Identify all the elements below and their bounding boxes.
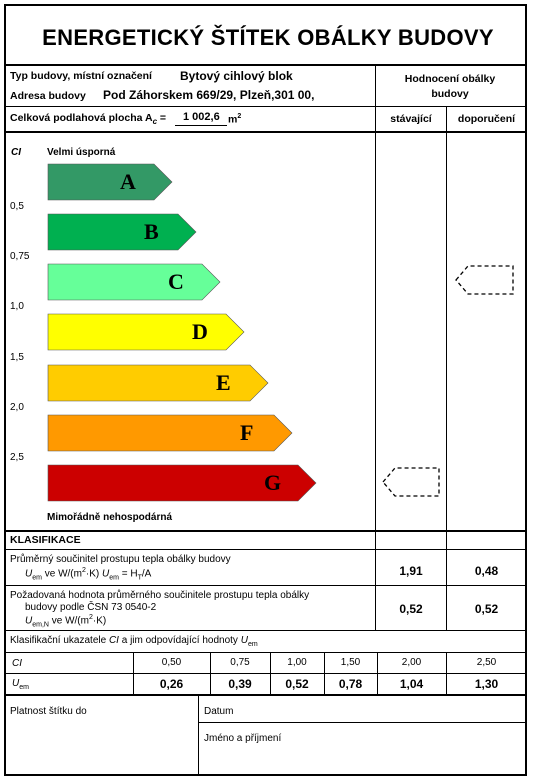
energy-class-letter: B: [144, 219, 159, 244]
energy-class-f-arrow: F: [47, 414, 294, 452]
divider: [5, 630, 527, 631]
building-address-label: Adresa budovy: [10, 90, 86, 102]
ci-tick-label: 1,5: [10, 352, 24, 363]
energy-class-letter: C: [168, 269, 184, 294]
scale-top-label: Velmi úsporná: [47, 147, 116, 158]
uem-value: 0,78: [338, 677, 363, 691]
energy-class-b-arrow: B: [47, 213, 198, 251]
ci-axis-label: CI: [11, 147, 21, 158]
uem-value: 0,52: [285, 677, 309, 691]
divider: [5, 694, 527, 696]
column-divider: [198, 695, 199, 775]
uem-value: 0,39: [228, 677, 252, 691]
energy-class-letter: D: [192, 319, 208, 344]
ci-tick-label: 2,0: [10, 402, 24, 413]
energy-class-letter: F: [240, 420, 254, 445]
ci-tick-label: 0,5: [10, 201, 24, 212]
divider: [5, 549, 527, 550]
ci-value: 1,50: [340, 657, 361, 668]
divider: [5, 64, 527, 66]
scale-bottom-label: Mimořádně nehospodárná: [47, 512, 173, 523]
uem-row-line2: Uem ve W/(m2·K) Uem = HT/A: [25, 567, 152, 582]
page-title: ENERGETICKÝ ŠTÍTEK OBÁLKY BUDOVY: [42, 25, 494, 50]
recommended-class-marker: [455, 264, 515, 301]
column-divider: [375, 65, 376, 630]
uemn-row-line3: Uem,N ve W/(m2·K): [25, 614, 107, 629]
uemn-row-line1: Požadovaná hodnota průměrného součinitel…: [10, 590, 310, 601]
energy-class-d-arrow: D: [47, 313, 246, 351]
floor-area-unit: m2: [228, 113, 242, 126]
area-underline: [175, 125, 227, 126]
divider: [5, 673, 527, 674]
uemn-recommended-value: 0,52: [474, 602, 499, 616]
uemn-current-value: 0,52: [399, 602, 423, 616]
col-current-header: stávající: [390, 113, 432, 125]
building-address-value: Pod Záhorskem 669/29, Plzeň,301 00,: [103, 88, 315, 102]
divider: [5, 131, 527, 133]
floor-area-label: Celková podlahová plocha Ac =: [10, 112, 167, 127]
energy-class-letter: G: [264, 470, 282, 495]
divider: [5, 530, 527, 532]
energy-class-g-arrow: G: [47, 464, 318, 502]
column-divider: [377, 652, 378, 695]
name-label: Jméno a příjmení: [204, 733, 282, 744]
building-type-value: Bytový cihlový blok: [180, 69, 293, 83]
col-recommended-header: doporučení: [457, 113, 516, 125]
uemn-row-line2: budovy podle ČSN 73 0540-2: [25, 602, 157, 613]
ci-value: 0,50: [161, 657, 182, 668]
ci-tick-label: 0,75: [10, 251, 30, 262]
column-divider: [446, 652, 447, 695]
column-divider: [133, 652, 134, 695]
uem-recommended-value: 0,48: [474, 564, 499, 578]
energy-class-e-arrow: E: [47, 364, 270, 402]
uem-value: 1,30: [474, 677, 499, 691]
column-divider: [210, 652, 211, 695]
energy-class-a-arrow: A: [47, 163, 174, 201]
validity-label: Platnost štítku do: [10, 706, 87, 717]
column-divider: [324, 652, 325, 695]
ci-row-label: CI: [12, 658, 22, 669]
ci-value: 2,00: [401, 657, 422, 668]
rating-header-title: Hodnocení obálky budovy: [404, 73, 496, 101]
divider: [5, 585, 527, 586]
ci-value: 0,75: [230, 657, 250, 668]
current-class-marker: [382, 466, 442, 503]
divider: [375, 106, 527, 107]
uem-value: 0,26: [159, 677, 184, 691]
date-label: Datum: [204, 706, 234, 717]
divider: [5, 652, 527, 653]
column-divider: [270, 652, 271, 695]
label-frame: [4, 4, 527, 776]
energy-class-letter: A: [120, 169, 136, 194]
uem-value: 1,04: [399, 677, 424, 691]
divider: [5, 106, 375, 107]
energy-class-letter: E: [216, 370, 231, 395]
uem-row-label: Uem: [12, 678, 29, 692]
uem-row-line1: Průměrný součinitel prostupu tepla obálk…: [10, 554, 231, 565]
uem-current-value: 1,91: [399, 564, 423, 578]
energy-class-c-arrow: C: [47, 263, 222, 301]
classification-heading: KLASIFIKACE: [10, 534, 81, 546]
ci-value: 1,00: [287, 657, 307, 668]
divider: [198, 722, 527, 723]
ci-tick-label: 2,5: [10, 452, 24, 463]
floor-area-value: 1 002,6: [183, 111, 220, 123]
column-divider: [446, 106, 447, 630]
indicators-heading: Klasifikační ukazatele CI a jim odpovída…: [10, 635, 258, 649]
ci-value: 2,50: [476, 657, 497, 668]
building-type-label: Typ budovy, místní označení: [10, 70, 152, 82]
ci-tick-label: 1,0: [10, 301, 24, 312]
